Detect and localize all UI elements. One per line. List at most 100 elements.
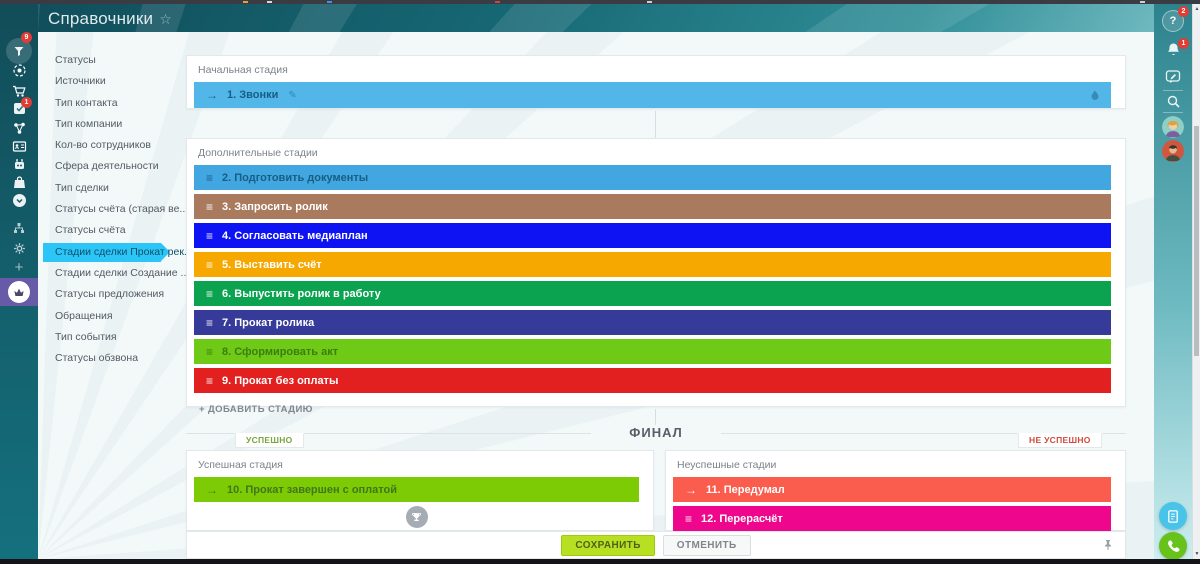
sidebar-item[interactable]: Источники bbox=[55, 75, 106, 88]
stage-row-5[interactable]: ≡ 5. Выставить счёт bbox=[194, 252, 1111, 277]
stage-label: 3. Запросить ролик bbox=[222, 200, 328, 213]
stage-label: 12. Перерасчёт bbox=[701, 512, 783, 525]
sidebar-item[interactable]: Стадии сделки Создание ... bbox=[55, 266, 190, 279]
stage-row-11[interactable]: → 11. Передумал bbox=[673, 477, 1111, 502]
sidebar-item[interactable]: Статусы обзвона bbox=[55, 352, 139, 365]
arrow-handle-icon: → bbox=[206, 88, 218, 102]
sidebar-item[interactable]: Тип сделки bbox=[55, 181, 109, 194]
sidebar-item[interactable]: Обращения bbox=[55, 309, 113, 322]
stage-row-12[interactable]: ≡ 12. Перерасчёт bbox=[673, 506, 1111, 531]
drag-handle-icon[interactable]: ≡ bbox=[206, 373, 214, 388]
fail-tab-label: НЕ УСПЕШНО bbox=[1018, 433, 1102, 448]
favorite-star-icon[interactable]: ☆ bbox=[159, 11, 172, 27]
tasks-badge: 1 bbox=[21, 97, 32, 108]
success-stage-panel: Успешная стадия → 10. Прокат завершен с … bbox=[186, 450, 654, 531]
tab-speck bbox=[243, 1, 248, 3]
stage-row-1[interactable]: → 1. Звонки ✎ bbox=[194, 82, 1111, 108]
gear-icon[interactable] bbox=[0, 242, 38, 255]
scroll-down-icon[interactable]: ▼ bbox=[1194, 551, 1200, 557]
document-export-button[interactable] bbox=[1159, 502, 1187, 530]
drag-handle-icon[interactable]: ≡ bbox=[206, 170, 214, 185]
stage-row-6[interactable]: ≡ 6. Выпустить ролик в работу bbox=[194, 281, 1111, 306]
phone-call-button[interactable] bbox=[1159, 532, 1187, 560]
robot-icon[interactable] bbox=[0, 157, 38, 172]
rail-divider bbox=[1163, 112, 1183, 113]
stage-label: 4. Согласовать медиаплан bbox=[222, 229, 368, 242]
crown-icon bbox=[8, 281, 30, 303]
chat-compose-icon[interactable] bbox=[1154, 69, 1192, 85]
dictionary-menu: Статусы Источники Тип контакта Тип компа… bbox=[38, 50, 193, 369]
stage-label: 9. Прокат без оплаты bbox=[222, 374, 339, 387]
stage-label: 1. Звонки bbox=[227, 89, 279, 101]
vertical-scrollbar[interactable]: ▲ ▼ bbox=[1192, 4, 1200, 559]
stage-label: 11. Передумал bbox=[706, 483, 785, 496]
save-button[interactable]: СОХРАНИТЬ bbox=[561, 534, 655, 556]
drag-handle-icon[interactable]: ≡ bbox=[206, 199, 214, 214]
contact-card-icon[interactable] bbox=[0, 139, 38, 154]
sidebar-item[interactable]: Тип контакта bbox=[55, 96, 118, 109]
stage-connector-line bbox=[655, 111, 656, 138]
bitrix24-logo-tile[interactable] bbox=[0, 278, 38, 306]
help-icon[interactable]: ? bbox=[1162, 10, 1184, 32]
sidebar-item[interactable]: Тип события bbox=[55, 330, 117, 343]
section-label: Начальная стадия bbox=[198, 64, 288, 76]
sidebar-item[interactable]: Кол-во сотрудников bbox=[55, 139, 151, 152]
stage-row-3[interactable]: ≡ 3. Запросить ролик bbox=[194, 194, 1111, 219]
stage-row-10[interactable]: → 10. Прокат завершен с оплатой bbox=[194, 477, 639, 502]
fail-stages-panel: Неуспешные стадии → 11. Передумал ≡ 12. … bbox=[665, 450, 1126, 531]
cancel-button[interactable]: ОТМЕНИТЬ bbox=[662, 534, 751, 556]
avatar-male[interactable] bbox=[1162, 140, 1184, 162]
plus-icon[interactable]: + bbox=[14, 259, 24, 276]
sitemap-icon[interactable] bbox=[0, 222, 38, 234]
rail-divider bbox=[1163, 90, 1183, 91]
color-picker-icon[interactable] bbox=[1089, 89, 1101, 101]
bell-badge: 1 bbox=[1178, 38, 1189, 49]
pin-icon[interactable] bbox=[1103, 539, 1113, 551]
right-icon-rail: ? 2 1 bbox=[1154, 4, 1192, 560]
stage-row-9[interactable]: ≡ 9. Прокат без оплаты bbox=[194, 368, 1111, 393]
final-title: ФИНАЛ bbox=[591, 425, 721, 440]
drag-handle-icon[interactable]: ≡ bbox=[206, 228, 214, 243]
bottom-edge-strip bbox=[0, 559, 1200, 564]
cart-icon[interactable] bbox=[0, 84, 38, 98]
sidebar-item-selected[interactable]: Стадии сделки Прокат рек... bbox=[38, 242, 193, 263]
sidebar-item[interactable]: Статусы счёта (старая ве... bbox=[55, 203, 189, 216]
tasks-icon[interactable] bbox=[0, 101, 38, 116]
avatar-female[interactable] bbox=[1162, 116, 1184, 138]
trophy-icon bbox=[405, 506, 428, 528]
sidebar-item[interactable]: Статусы bbox=[55, 54, 96, 66]
stage-row-7[interactable]: ≡ 7. Прокат ролика bbox=[194, 310, 1111, 335]
stage-label: 7. Прокат ролика bbox=[222, 316, 315, 329]
stage-row-8[interactable]: ≡ 8. Сформировать акт bbox=[194, 339, 1111, 364]
scroll-up-icon[interactable]: ▲ bbox=[1194, 6, 1200, 12]
tab-speck bbox=[1140, 1, 1145, 3]
bag-icon[interactable] bbox=[0, 175, 38, 190]
drag-handle-icon[interactable]: ≡ bbox=[685, 511, 693, 526]
tab-speck bbox=[495, 1, 500, 3]
sidebar-item[interactable]: Статусы счёта bbox=[55, 224, 126, 237]
sidebar-item[interactable]: Сфера деятельности bbox=[55, 160, 159, 173]
bell-icon[interactable] bbox=[1154, 42, 1192, 57]
sidebar-item[interactable]: Тип компании bbox=[55, 117, 123, 130]
edit-pencil-icon[interactable]: ✎ bbox=[288, 89, 297, 101]
stage-label: 10. Прокат завершен с оплатой bbox=[227, 483, 398, 496]
drag-handle-icon[interactable]: ≡ bbox=[206, 344, 214, 359]
initial-stage-panel: Начальная стадия → 1. Звонки ✎ bbox=[186, 55, 1126, 109]
scrollbar-thumb[interactable] bbox=[1194, 126, 1199, 356]
search-icon[interactable] bbox=[1154, 94, 1192, 109]
help-badge: 2 bbox=[1178, 6, 1189, 17]
collapse-chevron-icon[interactable] bbox=[0, 193, 38, 208]
add-stage-button[interactable]: + ДОБАВИТЬ СТАДИЮ bbox=[199, 404, 313, 415]
stage-row-2[interactable]: ≡ 2. Подготовить документы bbox=[194, 165, 1111, 190]
drag-handle-icon[interactable]: ≡ bbox=[206, 286, 214, 301]
drag-handle-icon[interactable]: ≡ bbox=[206, 315, 214, 330]
drag-handle-icon[interactable]: ≡ bbox=[206, 257, 214, 272]
tab-speck bbox=[327, 1, 332, 3]
sidebar-item[interactable]: Статусы предложения bbox=[55, 288, 165, 301]
stage-row-4[interactable]: ≡ 4. Согласовать медиаплан bbox=[194, 223, 1111, 248]
share-network-icon[interactable] bbox=[0, 121, 38, 136]
tab-speck bbox=[647, 1, 652, 3]
section-label: Дополнительные стадии bbox=[198, 147, 318, 159]
stage-label: 8. Сформировать акт bbox=[222, 345, 339, 358]
target-icon[interactable] bbox=[0, 63, 38, 78]
